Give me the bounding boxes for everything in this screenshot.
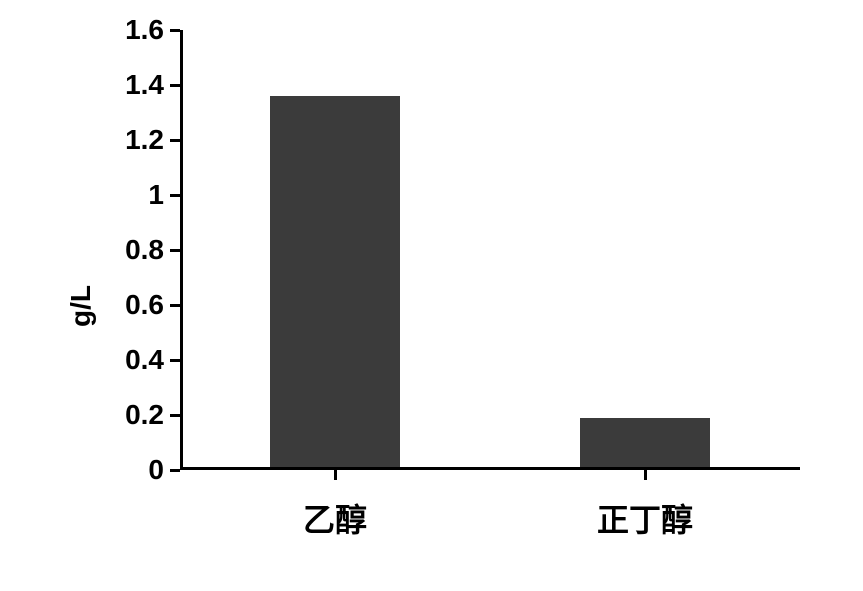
y-tick [170,414,180,417]
y-tick [170,359,180,362]
y-tick-label: 0.4 [125,344,164,376]
y-tick-label: 1.2 [125,124,164,156]
y-tick-label: 0.8 [125,234,164,266]
y-tick-label: 1 [148,179,164,211]
y-tick [170,304,180,307]
y-tick-label: 0 [148,454,164,486]
x-tick-label: 乙醇 [303,495,367,541]
y-tick [170,84,180,87]
x-tick-label: 正丁醇 [597,495,693,541]
bar [270,96,400,467]
y-tick [170,194,180,197]
chart-container: g/L 00.20.40.60.811.21.41.6 乙醇正丁醇 [50,20,830,570]
y-tick [170,139,180,142]
x-tick [334,470,337,480]
y-tick [170,469,180,472]
x-axis-line [180,467,800,470]
y-tick-label: 1.6 [125,14,164,46]
y-tick-label: 0.6 [125,289,164,321]
y-tick [170,29,180,32]
y-tick-label: 0.2 [125,399,164,431]
y-axis-line [180,30,183,470]
y-axis-label: g/L [65,285,97,327]
plot-area: 00.20.40.60.811.21.41.6 乙醇正丁醇 [180,30,800,470]
y-tick-label: 1.4 [125,69,164,101]
x-tick [644,470,647,480]
y-tick [170,249,180,252]
bar [580,418,710,467]
